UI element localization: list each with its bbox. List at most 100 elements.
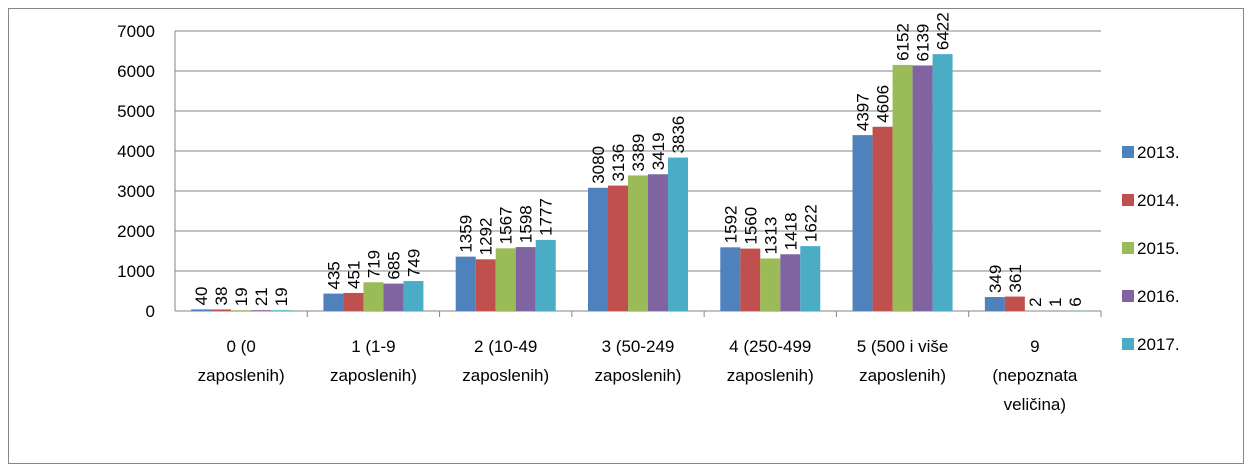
data-label: 4606 bbox=[874, 85, 893, 123]
legend-label: 2013. bbox=[1137, 143, 1180, 162]
bar bbox=[608, 185, 628, 311]
data-label: 2 bbox=[1026, 297, 1045, 306]
x-category-label-line: (nepoznata bbox=[992, 366, 1078, 385]
data-label: 6422 bbox=[934, 12, 953, 50]
legend-label: 2016. bbox=[1137, 287, 1180, 306]
bar bbox=[251, 310, 272, 311]
x-category-label-line: 1 (1-9 bbox=[351, 337, 395, 356]
y-tick-label: 3000 bbox=[117, 182, 155, 201]
bar bbox=[515, 247, 536, 311]
data-label: 3080 bbox=[589, 146, 608, 184]
bar bbox=[343, 292, 364, 311]
x-category-label-line: 9 bbox=[1030, 337, 1039, 356]
x-category-label: 2 (10-49 zaposlenih) bbox=[462, 337, 549, 385]
bar bbox=[535, 239, 556, 311]
x-category-label: 0 (0 zaposlenih) bbox=[198, 337, 285, 385]
bar bbox=[628, 175, 648, 311]
data-label: 1567 bbox=[497, 206, 516, 244]
data-label: 1359 bbox=[457, 215, 476, 253]
data-label: 1777 bbox=[537, 198, 556, 236]
bar bbox=[720, 247, 741, 311]
x-category-label-line: zaposlenih) bbox=[330, 366, 417, 385]
legend-swatch bbox=[1122, 146, 1134, 158]
data-label: 3389 bbox=[629, 134, 648, 172]
data-label: 4397 bbox=[854, 93, 873, 131]
data-label: 685 bbox=[384, 251, 403, 279]
y-tick-label: 5000 bbox=[117, 102, 155, 121]
bar bbox=[800, 246, 821, 311]
legend-label: 2015. bbox=[1137, 239, 1180, 258]
data-label: 1560 bbox=[741, 207, 760, 245]
bar bbox=[912, 65, 933, 311]
x-category-label-line: veličina) bbox=[1004, 395, 1066, 414]
x-category-label: 5 (500 i više zaposlenih) bbox=[857, 337, 949, 385]
data-label: 1592 bbox=[721, 205, 740, 243]
data-label: 38 bbox=[212, 287, 231, 306]
data-label: 6139 bbox=[914, 24, 933, 62]
data-label: 749 bbox=[404, 249, 423, 277]
data-label: 19 bbox=[232, 287, 251, 306]
y-tick-label: 2000 bbox=[117, 222, 155, 241]
x-category-label-line: zaposlenih) bbox=[859, 366, 946, 385]
x-category-label-line: zaposlenih) bbox=[595, 366, 682, 385]
bar bbox=[403, 281, 424, 311]
bar bbox=[191, 309, 212, 311]
bar bbox=[588, 187, 608, 311]
bar bbox=[383, 283, 404, 311]
data-label: 361 bbox=[1006, 264, 1025, 292]
data-label: 1622 bbox=[801, 204, 820, 242]
bar bbox=[323, 293, 344, 311]
y-tick-label: 6000 bbox=[117, 62, 155, 81]
bar bbox=[740, 248, 761, 311]
data-label: 19 bbox=[272, 287, 291, 306]
data-label: 1598 bbox=[517, 205, 536, 243]
data-label: 349 bbox=[986, 265, 1005, 293]
x-category-label-line: zaposlenih) bbox=[462, 366, 549, 385]
x-category-label-line: 0 (0 bbox=[226, 337, 255, 356]
bar bbox=[892, 64, 913, 311]
x-category-label-line: 3 (50-249 bbox=[602, 337, 675, 356]
data-label: 435 bbox=[324, 261, 343, 289]
bar bbox=[648, 174, 668, 311]
bar bbox=[872, 126, 893, 311]
data-label: 451 bbox=[344, 261, 363, 289]
x-category-label: 1 (1-9 zaposlenih) bbox=[330, 337, 417, 385]
data-label: 6 bbox=[1066, 297, 1085, 306]
x-category-label: 3 (50-249 zaposlenih) bbox=[595, 337, 682, 385]
legend-swatch bbox=[1122, 290, 1134, 302]
x-category-label-line: 4 (250-499 bbox=[729, 337, 811, 356]
legend-label: 2014. bbox=[1137, 191, 1180, 210]
legend-swatch bbox=[1122, 242, 1134, 254]
legend-swatch bbox=[1122, 338, 1134, 350]
data-label: 1 bbox=[1046, 297, 1065, 306]
bar bbox=[271, 310, 292, 311]
bar bbox=[852, 135, 873, 311]
bar bbox=[984, 297, 1005, 311]
y-tick-label: 7000 bbox=[117, 22, 155, 41]
bar bbox=[780, 254, 801, 311]
y-tick-label: 1000 bbox=[117, 262, 155, 281]
data-label: 1418 bbox=[781, 212, 800, 250]
bar bbox=[211, 309, 232, 311]
bar bbox=[495, 248, 516, 311]
x-category-label-line: zaposlenih) bbox=[727, 366, 814, 385]
x-category-label: 9 (nepoznata veličina) bbox=[992, 337, 1078, 414]
bar bbox=[475, 259, 496, 311]
bar bbox=[1004, 296, 1025, 311]
x-category-label-line: 5 (500 i više bbox=[857, 337, 949, 356]
data-label: 719 bbox=[364, 250, 383, 278]
data-label: 6152 bbox=[894, 23, 913, 61]
data-label: 40 bbox=[192, 286, 211, 305]
data-label: 3836 bbox=[669, 116, 688, 154]
bar bbox=[668, 157, 688, 311]
data-label: 3136 bbox=[609, 144, 628, 182]
legend-label: 2017. bbox=[1137, 335, 1180, 354]
data-label: 1292 bbox=[477, 217, 496, 255]
y-tick-label: 0 bbox=[146, 302, 155, 321]
legend-swatch bbox=[1122, 194, 1134, 206]
data-label: 1313 bbox=[761, 217, 780, 255]
data-label: 21 bbox=[252, 287, 271, 306]
bar bbox=[455, 256, 476, 311]
bar bbox=[363, 282, 384, 311]
